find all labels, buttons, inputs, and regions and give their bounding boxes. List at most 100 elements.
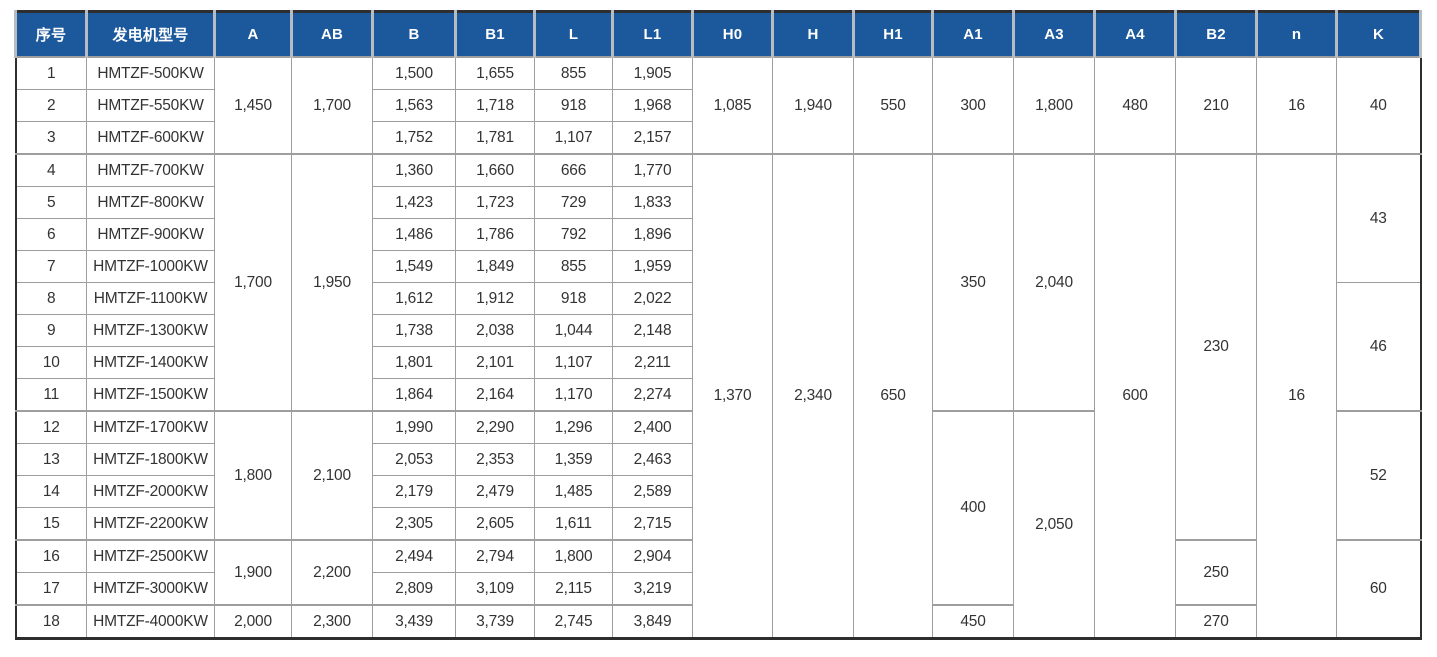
col-header-L: L <box>533 11 614 58</box>
cell-serial: 2 <box>15 89 87 122</box>
cell-L: 918 <box>534 89 613 122</box>
cell-L1: 2,274 <box>612 378 693 412</box>
cell-H0-group1: 1,085 <box>692 56 773 155</box>
cell-model: HMTZF-800KW <box>86 186 215 219</box>
cell-L: 1,107 <box>534 121 613 155</box>
cell-A1-group2: 350 <box>932 153 1014 412</box>
cell-B1: 1,660 <box>455 153 535 187</box>
table-row: 12 HMTZF-1700KW 1,800 2,100 1,990 2,290 … <box>15 410 1421 639</box>
cell-serial: 7 <box>15 250 87 283</box>
cell-serial: 16 <box>15 539 87 573</box>
table-row: 11 HMTZF-1500KW 1,864 2,164 1,170 2,274 <box>15 378 1421 412</box>
cell-B2-group3: 250 <box>1175 539 1257 606</box>
cell-serial: 18 <box>15 604 87 639</box>
cell-B1: 1,849 <box>455 250 535 283</box>
cell-B: 1,801 <box>372 346 456 379</box>
cell-H-group2: 2,340 <box>772 153 854 639</box>
cell-model: HMTZF-1100KW <box>86 282 215 315</box>
cell-L1: 2,022 <box>612 282 693 315</box>
cell-B1: 1,781 <box>455 121 535 155</box>
cell-L1: 1,770 <box>612 153 693 187</box>
cell-serial: 12 <box>15 410 87 444</box>
cell-serial: 6 <box>15 218 87 251</box>
cell-L1: 3,219 <box>612 572 693 606</box>
cell-K-group4: 52 <box>1336 410 1421 541</box>
cell-L: 1,800 <box>534 539 613 573</box>
cell-A-group1: 1,450 <box>214 56 292 155</box>
cell-B2-group2: 230 <box>1175 153 1257 541</box>
col-header-A4: A4 <box>1093 11 1177 58</box>
col-header-A1: A1 <box>931 11 1015 58</box>
cell-K-group5: 60 <box>1336 539 1421 639</box>
cell-A4-group2: 600 <box>1094 153 1176 639</box>
table-row: 8 HMTZF-1100KW 1,612 1,912 918 2,022 46 <box>15 282 1421 412</box>
cell-A1-group4: 450 <box>932 604 1014 639</box>
cell-L: 855 <box>534 56 613 90</box>
col-header-n: n <box>1255 11 1338 58</box>
cell-B: 1,486 <box>372 218 456 251</box>
cell-B2-group4: 270 <box>1175 604 1257 639</box>
cell-B1: 3,109 <box>455 572 535 606</box>
cell-A-group4: 1,900 <box>214 539 292 606</box>
cell-B: 2,494 <box>372 539 456 573</box>
table-row: 3 HMTZF-600KW 1,752 1,781 1,107 2,157 <box>15 121 1421 155</box>
cell-L1: 2,400 <box>612 410 693 444</box>
cell-serial: 10 <box>15 346 87 379</box>
col-header-B1: B1 <box>454 11 536 58</box>
cell-A4-group1: 480 <box>1094 56 1176 155</box>
cell-B1: 2,794 <box>455 539 535 573</box>
cell-A3-group1: 1,800 <box>1013 56 1095 155</box>
cell-L: 2,115 <box>534 572 613 606</box>
cell-B1: 2,290 <box>455 410 535 444</box>
cell-A1-group1: 300 <box>932 56 1014 155</box>
cell-L: 792 <box>534 218 613 251</box>
table-row: 6 HMTZF-900KW 1,486 1,786 792 1,896 <box>15 218 1421 251</box>
cell-model: HMTZF-2500KW <box>86 539 215 573</box>
cell-L1: 3,849 <box>612 604 693 639</box>
cell-serial: 15 <box>15 507 87 541</box>
header-row: 序号 发电机型号 A AB B B1 L L1 H0 H H1 A1 A3 A4… <box>14 11 1422 58</box>
cell-A3-group2: 2,040 <box>1013 153 1095 412</box>
cell-model: HMTZF-500KW <box>86 56 215 90</box>
cell-B: 2,053 <box>372 443 456 476</box>
cell-B: 1,752 <box>372 121 456 155</box>
cell-serial: 11 <box>15 378 87 412</box>
cell-model: HMTZF-1300KW <box>86 314 215 347</box>
cell-L1: 1,968 <box>612 89 693 122</box>
table-row: 15 HMTZF-2200KW 2,305 2,605 1,611 2,715 <box>15 507 1421 541</box>
cell-B1: 1,912 <box>455 282 535 315</box>
cell-serial: 4 <box>15 153 87 187</box>
cell-serial: 9 <box>15 314 87 347</box>
table-row: 14 HMTZF-2000KW 2,179 2,479 1,485 2,589 <box>15 475 1421 508</box>
cell-L1: 2,589 <box>612 475 693 508</box>
table-row: 18 HMTZF-4000KW 2,000 2,300 3,439 3,739 … <box>15 604 1421 639</box>
table-row: 7 HMTZF-1000KW 1,549 1,849 855 1,959 <box>15 250 1421 283</box>
cell-serial: 8 <box>15 282 87 315</box>
cell-model: HMTZF-600KW <box>86 121 215 155</box>
col-header-A: A <box>213 11 293 58</box>
cell-L1: 2,148 <box>612 314 693 347</box>
cell-B: 2,179 <box>372 475 456 508</box>
cell-K-group1: 40 <box>1336 56 1421 155</box>
cell-B1: 1,655 <box>455 56 535 90</box>
col-header-H: H <box>771 11 855 58</box>
cell-L: 1,296 <box>534 410 613 444</box>
cell-A-group2: 1,700 <box>214 153 292 412</box>
cell-serial: 5 <box>15 186 87 219</box>
cell-B1: 1,718 <box>455 89 535 122</box>
cell-L1: 2,211 <box>612 346 693 379</box>
table-row: 2 HMTZF-550KW 1,563 1,718 918 1,968 <box>15 89 1421 122</box>
col-header-H0: H0 <box>691 11 774 58</box>
cell-B: 1,423 <box>372 186 456 219</box>
cell-L: 729 <box>534 186 613 219</box>
col-header-K: K <box>1335 11 1422 58</box>
cell-B: 3,439 <box>372 604 456 639</box>
col-header-serial: 序号 <box>14 11 88 58</box>
cell-B1: 2,353 <box>455 443 535 476</box>
cell-A3-group3: 2,050 <box>1013 410 1095 639</box>
cell-H-group1: 1,940 <box>772 56 854 155</box>
cell-B1: 2,164 <box>455 378 535 412</box>
col-header-B2: B2 <box>1174 11 1258 58</box>
cell-model: HMTZF-1800KW <box>86 443 215 476</box>
cell-serial: 1 <box>15 56 87 90</box>
